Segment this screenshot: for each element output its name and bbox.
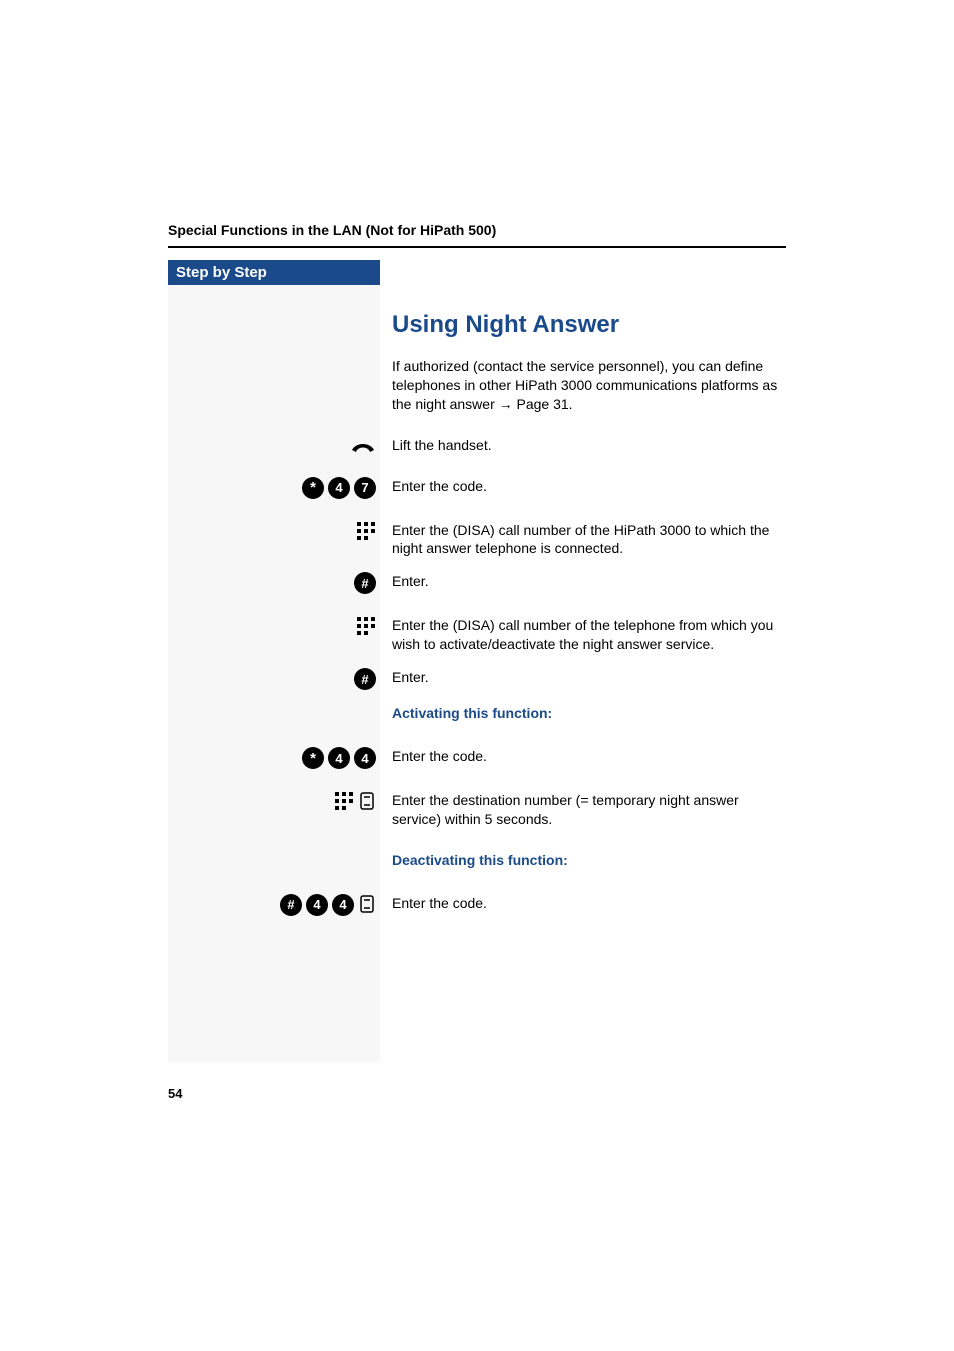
step-text: Enter the code. bbox=[380, 747, 786, 766]
icon-cell bbox=[168, 791, 380, 811]
icon-cell: * 4 4 bbox=[168, 747, 380, 769]
page-number: 54 bbox=[168, 1086, 182, 1101]
key-4-icon: 4 bbox=[328, 747, 350, 769]
page-header-title: Special Functions in the LAN (Not for Hi… bbox=[168, 222, 786, 238]
key-hash-icon: # bbox=[354, 668, 376, 690]
page: Special Functions in the LAN (Not for Hi… bbox=[0, 0, 954, 916]
key-star-icon: * bbox=[302, 747, 324, 769]
key-4-icon: 4 bbox=[306, 894, 328, 916]
keypad-icon bbox=[334, 791, 354, 811]
step-text: Enter the code. bbox=[380, 894, 786, 913]
step-text: Lift the handset. bbox=[380, 436, 786, 455]
icon-cell: # bbox=[168, 572, 380, 594]
right-column: Using Night Answer If authorized (contac… bbox=[380, 285, 786, 436]
arrow-icon: → bbox=[499, 396, 513, 412]
step-enter-code-1: * 4 7 Enter the code. bbox=[168, 477, 786, 499]
heading-cell: Activating this function: bbox=[380, 704, 786, 733]
step-activate-dest: Enter the destination number (= temporar… bbox=[168, 791, 786, 829]
step-disa-2: Enter the (DISA) call number of the tele… bbox=[168, 616, 786, 654]
step-text: Enter. bbox=[380, 668, 786, 687]
handset-icon bbox=[350, 436, 376, 454]
step-text: Enter the code. bbox=[380, 477, 786, 496]
step-deactivate-code: # 4 4 Enter the code. bbox=[168, 894, 786, 916]
deactivate-heading-row: Deactivating this function: bbox=[168, 851, 786, 880]
icon-cell bbox=[168, 436, 380, 454]
step-text: Enter the destination number (= temporar… bbox=[380, 791, 786, 829]
key-star-icon: * bbox=[302, 477, 324, 499]
intro-text-1: If authorized (contact the service perso… bbox=[392, 358, 777, 412]
icon-cell: # 4 4 bbox=[168, 894, 380, 916]
icon-cell bbox=[168, 616, 380, 636]
step-enter-1: # Enter. bbox=[168, 572, 786, 594]
key-7-icon: 7 bbox=[354, 477, 376, 499]
activate-heading: Activating this function: bbox=[392, 704, 786, 723]
step-text: Enter the (DISA) call number of the HiPa… bbox=[380, 521, 786, 559]
key-4-icon: 4 bbox=[332, 894, 354, 916]
step-text: Enter. bbox=[380, 572, 786, 591]
wait-icon bbox=[358, 894, 376, 914]
icon-cell: * 4 7 bbox=[168, 477, 380, 499]
keypad-icon bbox=[356, 616, 376, 636]
keypad-icon bbox=[356, 521, 376, 541]
intro-text-2: Page 31. bbox=[513, 396, 573, 412]
step-activate-code: * 4 4 Enter the code. bbox=[168, 747, 786, 769]
wait-icon bbox=[358, 791, 376, 811]
deactivate-heading: Deactivating this function: bbox=[392, 851, 786, 870]
heading-cell: Deactivating this function: bbox=[380, 851, 786, 880]
icon-cell: # bbox=[168, 668, 380, 690]
key-4-icon: 4 bbox=[354, 747, 376, 769]
key-hash-icon: # bbox=[280, 894, 302, 916]
key-hash-icon: # bbox=[354, 572, 376, 594]
section-title: Using Night Answer bbox=[392, 311, 786, 339]
intro-paragraph: If authorized (contact the service perso… bbox=[392, 357, 786, 414]
icon-cell bbox=[168, 521, 380, 541]
header-rule bbox=[168, 246, 786, 248]
key-4-icon: 4 bbox=[328, 477, 350, 499]
step-enter-2: # Enter. bbox=[168, 668, 786, 690]
step-text: Enter the (DISA) call number of the tele… bbox=[380, 616, 786, 654]
step-lift-handset: Lift the handset. bbox=[168, 436, 786, 455]
step-by-step-banner: Step by Step bbox=[168, 260, 380, 285]
content-row: Using Night Answer If authorized (contac… bbox=[168, 285, 786, 436]
step-disa-1: Enter the (DISA) call number of the HiPa… bbox=[168, 521, 786, 559]
activate-heading-row: Activating this function: bbox=[168, 704, 786, 733]
